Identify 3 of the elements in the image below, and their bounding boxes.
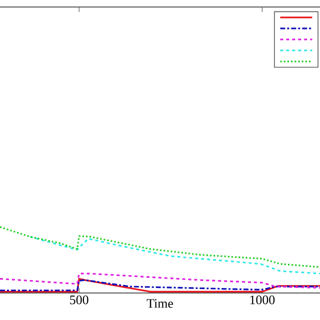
x-tick-label: 1000 <box>250 296 275 304</box>
x-tick-label: 500 <box>70 296 88 304</box>
x-axis-title: Time <box>146 299 173 308</box>
